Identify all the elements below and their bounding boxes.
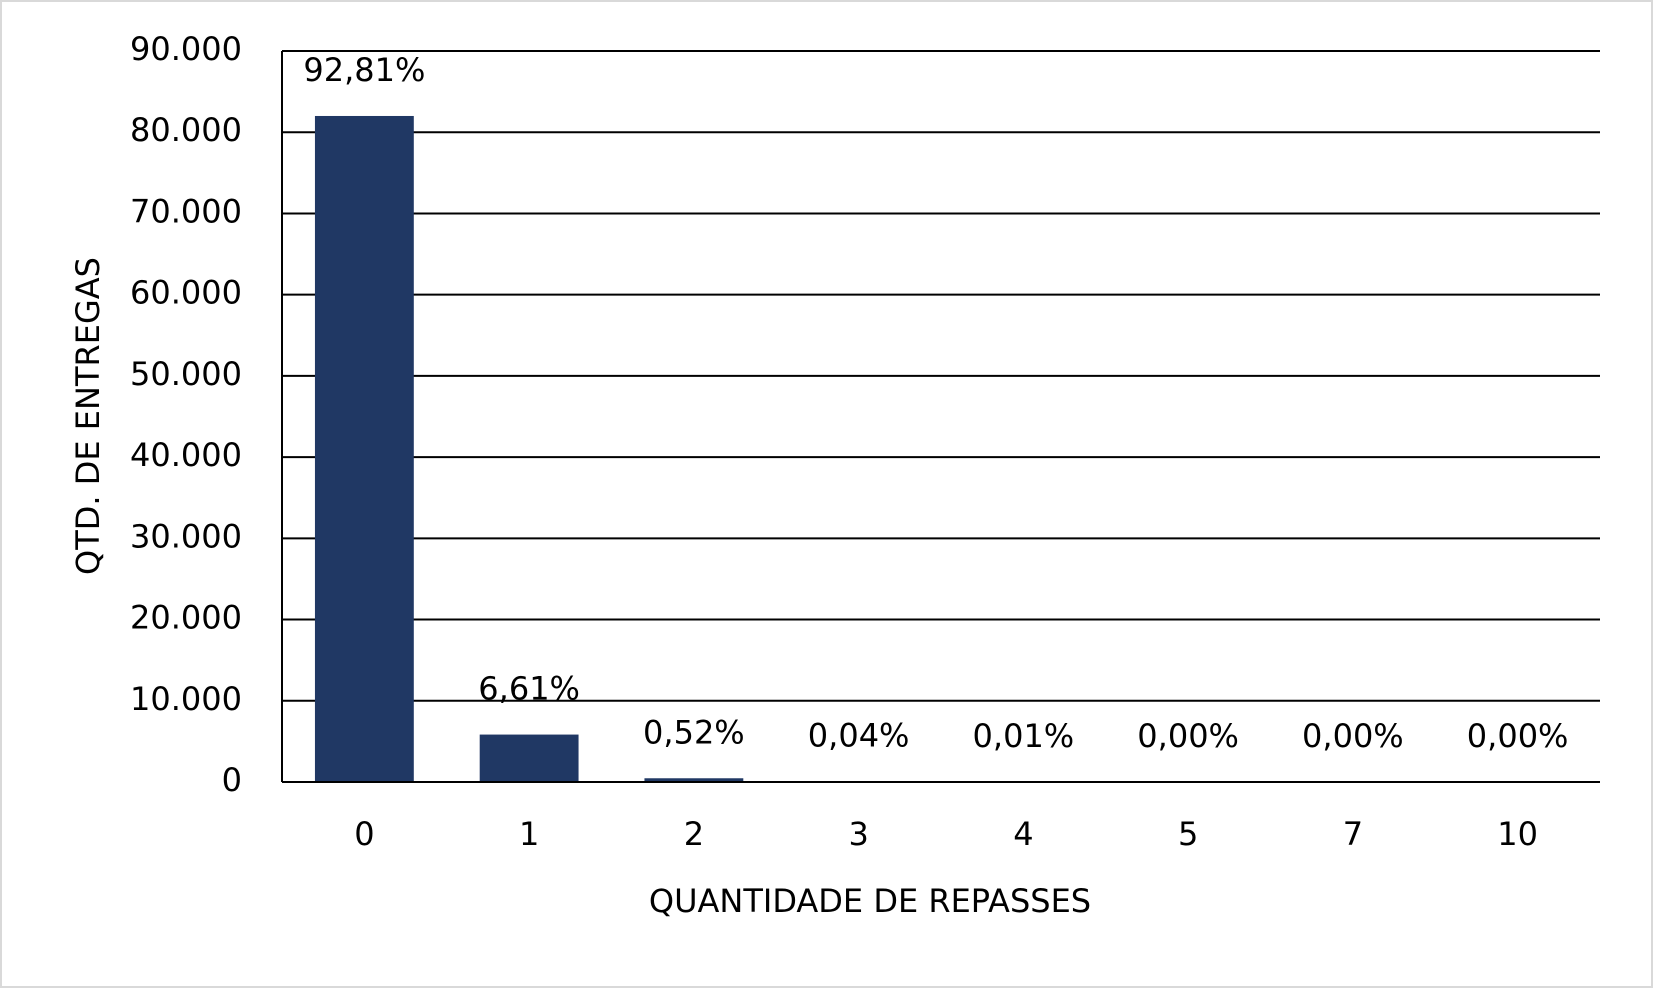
- x-tick-label: 4: [1013, 815, 1033, 853]
- x-axis-title: QUANTIDADE DE REPASSES: [649, 882, 1091, 920]
- x-tick-label: 5: [1178, 815, 1198, 853]
- y-tick-label: 60.000: [130, 274, 242, 312]
- x-tick-label: 10: [1497, 815, 1538, 853]
- value-label: 0,00%: [1302, 717, 1404, 755]
- value-label: 0,00%: [1467, 717, 1569, 755]
- value-label: 0,01%: [973, 717, 1075, 755]
- value-label: 92,81%: [303, 51, 425, 89]
- y-tick-label: 80.000: [130, 111, 242, 149]
- bar: [644, 778, 744, 782]
- y-axis-title: QTD. DE ENTREGAS: [69, 257, 107, 575]
- y-tick-label: 0: [222, 761, 242, 799]
- bar: [314, 115, 414, 782]
- y-tick-label: 40.000: [130, 436, 242, 474]
- x-tick-label: 1: [519, 815, 539, 853]
- value-label: 0,52%: [643, 713, 745, 751]
- y-tick-label: 50.000: [130, 355, 242, 393]
- y-tick-label: 90.000: [130, 30, 242, 68]
- x-tick-label: 0: [354, 815, 374, 853]
- value-label: 0,00%: [1137, 717, 1239, 755]
- value-label: 6,61%: [478, 670, 580, 708]
- value-label: 0,04%: [808, 717, 910, 755]
- bar: [479, 734, 579, 782]
- y-tick-label: 10.000: [130, 680, 242, 718]
- y-tick-label: 20.000: [130, 599, 242, 637]
- y-tick-label: 30.000: [130, 517, 242, 555]
- x-tick-label: 7: [1343, 815, 1363, 853]
- y-tick-label: 70.000: [130, 192, 242, 230]
- x-tick-label: 3: [848, 815, 868, 853]
- x-tick-label: 2: [684, 815, 704, 853]
